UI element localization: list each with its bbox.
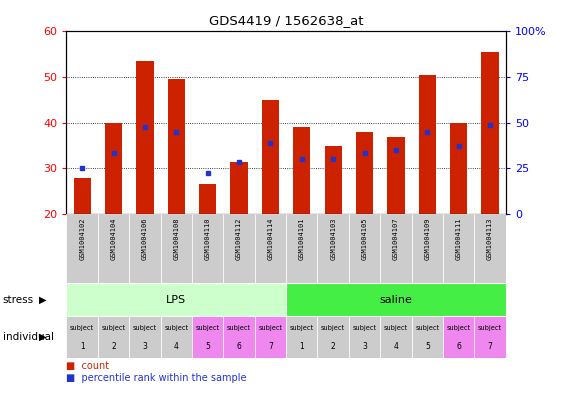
Bar [129,316,161,358]
Text: 2: 2 [331,342,336,351]
Text: subject: subject [321,325,345,331]
Text: LPS: LPS [166,295,186,305]
Bar [98,316,129,358]
Text: GSM1004110: GSM1004110 [205,218,210,260]
Text: ■  count: ■ count [66,362,110,371]
Text: subject: subject [415,325,439,331]
Text: ▶: ▶ [39,332,47,342]
Bar [73,178,91,214]
Text: subject: subject [70,325,94,331]
Bar [255,214,286,283]
Text: subject: subject [102,325,125,331]
Text: GSM1004106: GSM1004106 [142,218,148,260]
Text: ▶: ▶ [39,295,47,305]
Bar [380,214,412,283]
Bar [168,79,185,214]
Text: subject: subject [384,325,408,331]
Bar [443,214,475,283]
Bar [286,283,506,316]
Bar [66,316,98,358]
Bar [136,61,154,214]
Bar [161,316,192,358]
Text: GDS4419 / 1562638_at: GDS4419 / 1562638_at [209,15,364,28]
Text: GSM1004114: GSM1004114 [268,218,273,260]
Bar [475,316,506,358]
Text: subject: subject [227,325,251,331]
Bar [412,214,443,283]
Bar [286,316,317,358]
Bar [199,184,216,214]
Bar [317,316,349,358]
Text: GSM1004103: GSM1004103 [330,218,336,260]
Text: saline: saline [380,295,412,305]
Bar [286,214,317,283]
Bar [192,316,223,358]
Text: 7: 7 [488,342,492,351]
Text: 2: 2 [111,342,116,351]
Bar [481,52,499,214]
Text: individual: individual [3,332,54,342]
Bar [161,214,192,283]
Bar [317,214,349,283]
Text: 3: 3 [362,342,367,351]
Bar [450,123,467,214]
Bar [129,214,161,283]
Text: GSM1004101: GSM1004101 [299,218,305,260]
Text: 1: 1 [80,342,84,351]
Text: GSM1004107: GSM1004107 [393,218,399,260]
Text: 1: 1 [299,342,304,351]
Text: GSM1004111: GSM1004111 [455,218,462,260]
Text: 5: 5 [205,342,210,351]
Text: 5: 5 [425,342,430,351]
Bar [418,75,436,214]
Bar [66,283,286,316]
Text: subject: subject [195,325,220,331]
Bar [192,214,223,283]
Bar [443,316,475,358]
Bar [325,146,342,214]
Text: subject: subject [133,325,157,331]
Bar [387,136,405,214]
Bar [293,127,310,214]
Text: 4: 4 [394,342,398,351]
Text: 7: 7 [268,342,273,351]
Text: 4: 4 [174,342,179,351]
Bar [475,214,506,283]
Text: subject: subject [353,325,377,331]
Text: GSM1004108: GSM1004108 [173,218,179,260]
Bar [356,132,373,214]
Text: GSM1004102: GSM1004102 [79,218,85,260]
Text: ■  percentile rank within the sample: ■ percentile rank within the sample [66,373,247,383]
Bar [349,214,380,283]
Text: subject: subject [447,325,470,331]
Bar [262,100,279,214]
Text: 6: 6 [456,342,461,351]
Bar [98,214,129,283]
Text: subject: subject [478,325,502,331]
Text: GSM1004109: GSM1004109 [424,218,430,260]
Text: subject: subject [164,325,188,331]
Bar [412,316,443,358]
Bar [231,162,247,214]
Text: subject: subject [258,325,283,331]
Text: GSM1004105: GSM1004105 [362,218,368,260]
Bar [105,123,122,214]
Bar [223,316,255,358]
Text: 3: 3 [142,342,147,351]
Text: subject: subject [290,325,314,331]
Text: GSM1004112: GSM1004112 [236,218,242,260]
Text: GSM1004104: GSM1004104 [110,218,117,260]
Bar [66,214,98,283]
Text: stress: stress [3,295,34,305]
Bar [380,316,412,358]
Bar [349,316,380,358]
Text: GSM1004113: GSM1004113 [487,218,493,260]
Bar [255,316,286,358]
Bar [223,214,255,283]
Text: 6: 6 [236,342,242,351]
